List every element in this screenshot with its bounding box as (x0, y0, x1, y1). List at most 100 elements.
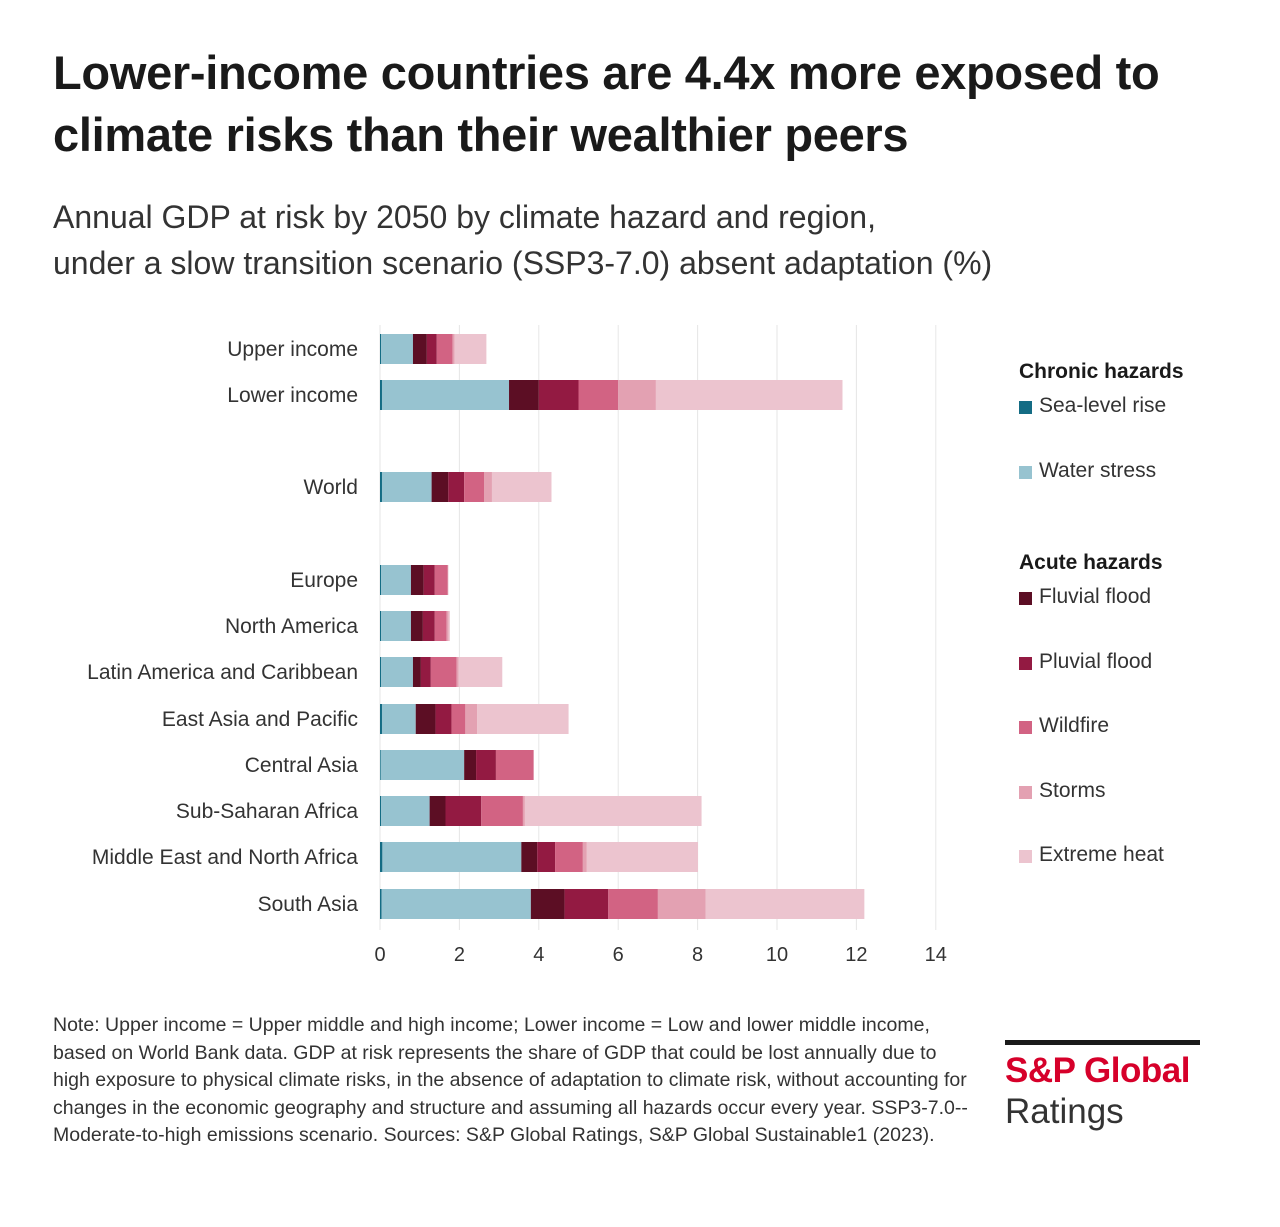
bar-segment (537, 842, 556, 872)
bar-segment (655, 380, 843, 410)
legend: Chronic hazards Sea-level rise Water stre… (1019, 357, 1269, 901)
legend-swatch (1019, 592, 1032, 605)
legend-swatch (1019, 401, 1032, 414)
legend-label: Storms (1039, 778, 1106, 802)
brand-subtitle: Ratings (1005, 1092, 1124, 1131)
category-label: Lower income (227, 384, 358, 407)
bar-segment (381, 380, 510, 410)
bar-segment (381, 704, 416, 734)
bar-segment (429, 796, 446, 826)
bar-segment (524, 796, 702, 826)
x-tick-label: 2 (454, 944, 465, 966)
bar-segment (380, 334, 382, 364)
bar-segment (586, 842, 698, 872)
legend-item: Wildfire (1019, 707, 1269, 772)
bar-segment (538, 380, 579, 410)
category-label: Central Asia (245, 754, 359, 777)
legend-item: Fluvial flood (1019, 578, 1269, 643)
bar-segment (564, 889, 609, 919)
legend-chronic-heading: Chronic hazards (1019, 360, 1184, 383)
stacked-bar-chart: Upper income Lower income World Europe North… (87, 325, 947, 966)
x-tick-label: 4 (533, 944, 544, 966)
category-label: South Asia (258, 893, 359, 916)
bar-segment (451, 704, 466, 734)
bar-segment (509, 380, 539, 410)
bar-segment (381, 611, 411, 641)
category-label: Middle East and North Africa (92, 846, 358, 869)
legend-label: Extreme heat (1039, 843, 1164, 866)
legend-item: Extreme heat (1019, 836, 1269, 901)
subtitle-line-1: Annual GDP at risk by 2050 by climate ha… (53, 199, 876, 235)
chart-subtitle: Annual GDP at risk by 2050 by climate ha… (53, 194, 1233, 286)
bar-segment (381, 472, 432, 502)
legend-item: Sea-level rise (1019, 387, 1269, 452)
bar-segment (484, 472, 492, 502)
bar-segment (446, 611, 449, 641)
bar-segment (380, 889, 382, 919)
bar-segment (380, 611, 382, 641)
legend-label: Fluvial flood (1039, 585, 1152, 608)
bar-segment (380, 472, 382, 502)
x-axis-ticks: 0 2 4 6 8 10 12 14 (374, 944, 946, 966)
bar-segment (415, 704, 436, 734)
bar-segment (464, 750, 477, 780)
bar-segment (448, 611, 450, 641)
bar-segment (448, 472, 465, 502)
legend-item: Water stress (1019, 452, 1269, 517)
legend-label: Pluvial flood (1039, 649, 1153, 673)
legend-swatch (1019, 721, 1032, 734)
bar-segment (530, 889, 565, 919)
bar-segment (445, 796, 482, 826)
bar-segment (410, 565, 424, 595)
legend-acute-items: Fluvial flood Pluvial flood Wildfire Storms… (1019, 578, 1269, 901)
bar-segment (618, 380, 656, 410)
bar-segment (456, 657, 459, 687)
bar-segment (380, 565, 382, 595)
category-label: World (304, 476, 358, 499)
brand-name: S&P Global (1005, 1051, 1190, 1090)
category-labels: Upper income Lower income World Europe North… (87, 338, 358, 916)
bar-segment (430, 657, 457, 687)
bar-segment (410, 611, 423, 641)
bar-segment (423, 565, 435, 595)
bar-segment (458, 657, 503, 687)
bar-segment (420, 657, 431, 687)
bar-segment (521, 842, 538, 872)
bar-segment (491, 472, 552, 502)
bar-segment (381, 889, 531, 919)
legend-chronic-items: Sea-level rise Water stress (1019, 387, 1269, 516)
bar-segment (380, 704, 382, 734)
bar-segment (431, 472, 449, 502)
bar-segment (578, 380, 619, 410)
bar-segment (452, 334, 455, 364)
bar-segment (522, 796, 525, 826)
legend-label: Sea-level rise (1039, 394, 1167, 417)
legend-swatch (1019, 850, 1032, 863)
chart-title: Lower-income countries are 4.4x more exp… (53, 46, 1160, 161)
category-label: North America (225, 615, 358, 638)
bar-segment (380, 750, 381, 780)
bar-segment (477, 704, 569, 734)
x-tick-label: 8 (692, 944, 703, 966)
bar-segment (435, 704, 452, 734)
brand-logo: S&P Global Ratings (1005, 1040, 1200, 1133)
bar-segment (434, 565, 448, 595)
bar-segment (465, 704, 478, 734)
bar-segment (481, 796, 523, 826)
bar-segment (380, 380, 382, 410)
legend-swatch (1019, 465, 1032, 479)
x-tick-label: 12 (845, 944, 867, 966)
category-label: Latin America and Caribbean (87, 661, 358, 684)
bar-segment (476, 750, 496, 780)
bar-segment (608, 889, 658, 919)
bar-segment (434, 611, 447, 641)
bar-segment (381, 334, 413, 364)
bar-segment (447, 565, 449, 595)
x-tick-label: 0 (374, 944, 385, 966)
bar-segment (380, 750, 465, 780)
legend-acute-heading: Acute hazards (1019, 551, 1163, 574)
bar-segment (436, 334, 453, 364)
legend-item: Pluvial flood (1019, 643, 1269, 708)
bar-segment (464, 472, 485, 502)
bar-segment (380, 657, 382, 687)
